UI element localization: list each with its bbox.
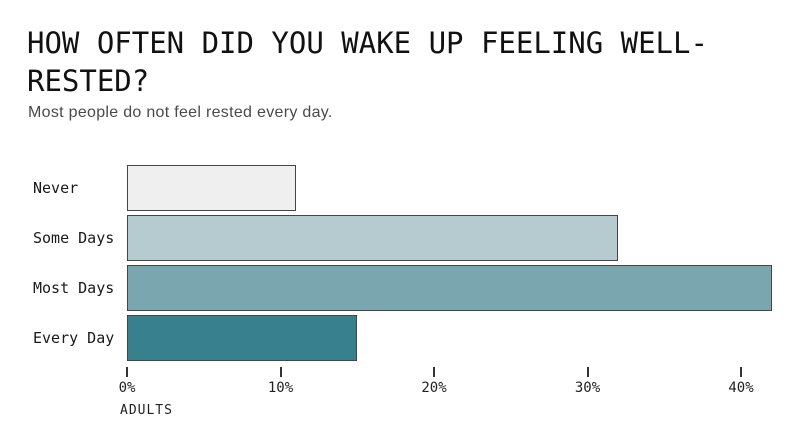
- bar-row-some-days: Some Days: [0, 215, 800, 261]
- x-axis-title: ADULTS: [120, 403, 173, 418]
- bar-never: [127, 165, 296, 211]
- tick-mark: [279, 367, 282, 377]
- category-label: Never: [33, 179, 79, 197]
- tick-mark: [433, 367, 435, 377]
- tick-label: 10%: [267, 380, 294, 396]
- x-axis: 0% 10% 20% 30% 40% ADULTS: [0, 165, 800, 435]
- bar-row-every-day: Every Day: [0, 315, 800, 361]
- tick-label: 0%: [118, 380, 136, 396]
- tick-mark: [126, 367, 128, 377]
- category-label: Every Day: [33, 329, 115, 347]
- category-label: Some Days: [33, 229, 115, 247]
- category-label: Most Days: [33, 279, 115, 297]
- bar-chart: Never Some Days Most Days Every Day 0% 1…: [0, 165, 800, 435]
- bar-some-days: [127, 215, 619, 261]
- tick-mark: [740, 367, 742, 377]
- bar-most-days: [127, 265, 772, 311]
- chart-title: HOW OFTEN DID YOU WAKE UP FEELING WELL-R…: [27, 26, 708, 98]
- bar-row-most-days: Most Days: [0, 265, 800, 311]
- tick-label: 40%: [728, 380, 754, 396]
- tick-mark: [586, 367, 589, 377]
- bar-row-never: Never: [0, 165, 800, 211]
- bar-every-day: [127, 315, 358, 361]
- tick-label: 30%: [574, 380, 601, 396]
- chart-subtitle: Most people do not feel rested every day…: [28, 104, 333, 121]
- tick-label: 20%: [421, 380, 447, 396]
